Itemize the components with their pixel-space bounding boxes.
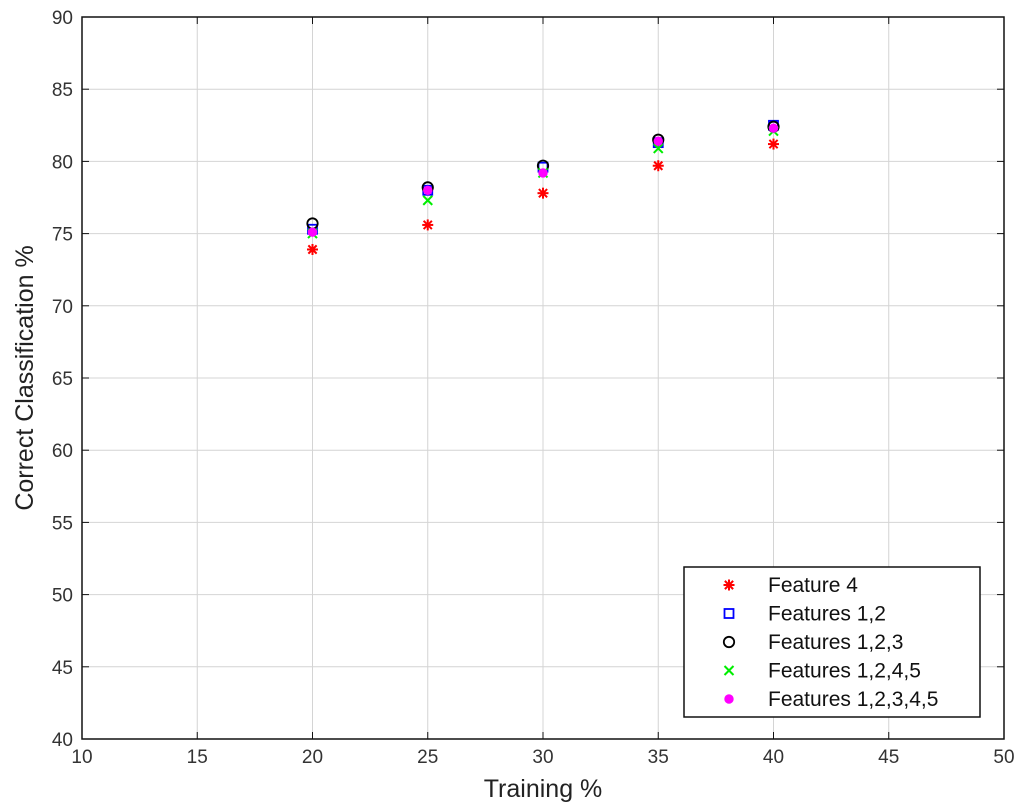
legend-marker (723, 608, 735, 619)
legend-marker (723, 665, 735, 676)
x-tick-label: 20 (302, 747, 323, 768)
y-axis-title: Correct Classification % (11, 245, 39, 510)
legend-label: Features 1,2,3,4,5 (768, 688, 938, 711)
axis-ticks: 10 15 20 25 30 35 40 45 50 40 45 50 55 60 65 70 75 80 85 90 (52, 8, 1015, 768)
legend-item: Features 1,2,3 (722, 631, 903, 654)
data-point-series-4 (653, 143, 664, 154)
y-tick-label: 40 (52, 730, 73, 751)
legend-label: Features 1,2 (768, 603, 886, 626)
y-tick-label: 90 (52, 8, 73, 29)
y-tick-label: 45 (52, 658, 73, 679)
legend-item: Feature 4 (723, 574, 858, 597)
y-tick-label: 75 (52, 225, 73, 246)
x-tick-label: 40 (763, 747, 784, 768)
legend-marker (723, 579, 735, 591)
y-tick-label: 65 (52, 369, 73, 390)
data-point-series-5 (538, 168, 548, 178)
legend-label: Feature 4 (768, 574, 858, 597)
y-tick-label: 50 (52, 586, 73, 607)
legend-item: Features 1,2,3,4,5 (724, 688, 938, 711)
x-tick-label: 15 (187, 747, 208, 768)
x-axis-title: Training % (484, 775, 603, 803)
y-tick-label: 55 (52, 513, 73, 534)
x-tick-label: 30 (532, 747, 553, 768)
legend-label: Features 1,2,4,5 (768, 660, 921, 683)
x-tick-label: 50 (993, 747, 1014, 768)
data-point-series-1 (537, 187, 549, 199)
x-tick-label: 25 (417, 747, 438, 768)
data-points (306, 119, 780, 255)
x-tick-label: 10 (71, 747, 92, 768)
legend-marker (724, 694, 734, 704)
legend-label: Features 1,2,3 (768, 631, 903, 654)
data-point-series-1 (422, 219, 434, 231)
y-tick-label: 80 (52, 152, 73, 173)
data-point-series-4 (422, 195, 433, 206)
data-point-series-5 (768, 123, 779, 133)
y-tick-label: 85 (52, 80, 73, 101)
data-point-series-5 (423, 185, 433, 195)
legend: Feature 4 Features 1,2 Features 1,2,3 Featu… (683, 566, 981, 718)
legend-item: Features 1,2,4,5 (723, 660, 921, 683)
data-point-series-1 (652, 160, 664, 172)
data-point-series-5 (307, 227, 318, 237)
x-tick-label: 45 (878, 747, 899, 768)
legend-marker (722, 635, 736, 649)
legend-item: Features 1,2 (723, 603, 886, 626)
grid (82, 17, 1004, 739)
x-tick-label: 35 (648, 747, 669, 768)
data-point-series-5 (653, 136, 663, 146)
y-tick-label: 70 (52, 297, 73, 318)
data-point-series-1 (307, 243, 318, 255)
y-tick-label: 60 (52, 441, 73, 462)
data-point-series-1 (768, 138, 779, 150)
